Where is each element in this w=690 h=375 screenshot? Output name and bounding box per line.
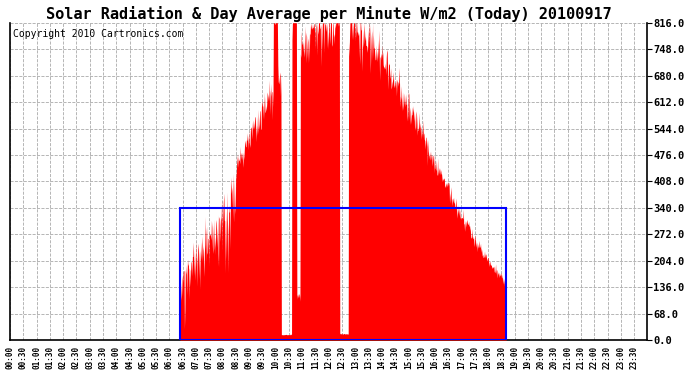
Text: Copyright 2010 Cartronics.com: Copyright 2010 Cartronics.com: [13, 29, 184, 39]
Title: Solar Radiation & Day Average per Minute W/m2 (Today) 20100917: Solar Radiation & Day Average per Minute…: [46, 6, 611, 21]
Bar: [181, 208, 506, 340]
